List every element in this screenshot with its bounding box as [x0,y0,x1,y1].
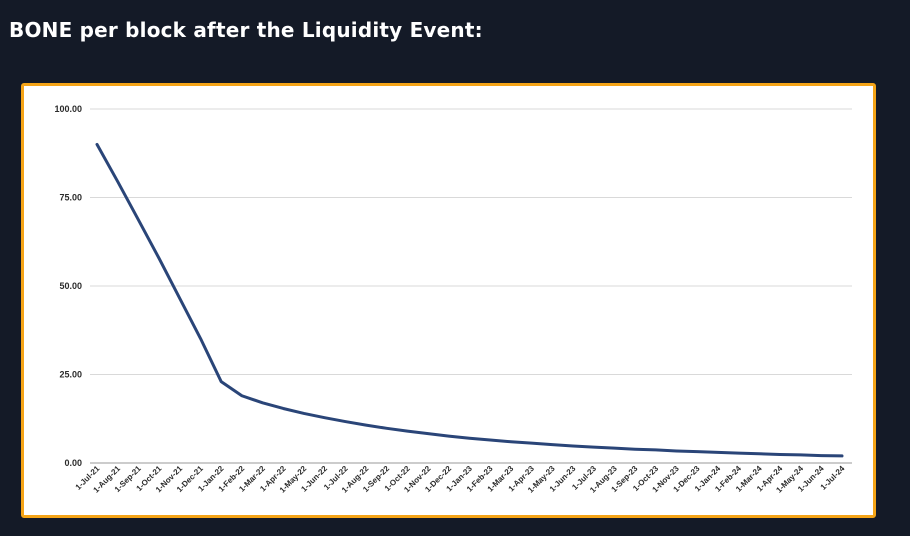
y-tick-label: 50.00 [59,281,82,291]
page-heading: BONE per block after the Liquidity Event… [9,18,483,42]
y-tick-label: 0.00 [64,458,82,468]
y-tick-label: 75.00 [59,193,82,203]
x-axis-ticks: 1-Jul-211-Aug-211-Sep-211-Oct-211-Nov-21… [74,464,847,495]
series-layer [95,142,844,458]
line-chart: 0.00 25.00 50.00 75.00 100.00 1-Jul-211-Aug-… [54,104,852,495]
gridlines [90,108,852,464]
series-line [95,142,844,458]
y-tick-label: 25.00 [59,370,82,380]
y-axis-ticks: 0.00 25.00 50.00 75.00 100.00 [54,104,82,468]
y-tick-label: 100.00 [54,104,82,114]
chart-frame: 0.00 25.00 50.00 75.00 100.00 1-Jul-21 1-Aug-… [21,83,876,518]
